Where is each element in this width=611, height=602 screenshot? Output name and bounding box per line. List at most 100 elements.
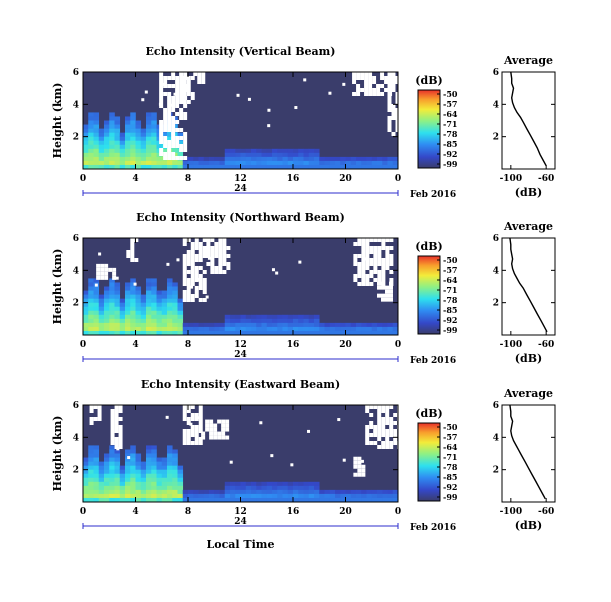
intensity-cell [240, 148, 247, 154]
intensity-cell [172, 485, 178, 491]
intensity-cell [203, 489, 210, 495]
missing-pixel [380, 92, 385, 96]
intensity-cell [83, 485, 89, 491]
intensity-cell [151, 140, 157, 146]
missing-pixel [167, 152, 172, 156]
intensity-cell [130, 445, 136, 450]
intensity-cell [272, 164, 278, 170]
intensity-cell [266, 493, 273, 499]
intensity-cell [119, 465, 126, 470]
intensity-cell [135, 128, 142, 133]
missing-pixel [369, 270, 374, 274]
intensity-cell [109, 160, 115, 166]
intensity-cell [104, 302, 110, 308]
intensity-cell [88, 120, 94, 125]
missing-pixel [167, 148, 172, 152]
intensity-cell [350, 326, 357, 332]
intensity-cell [245, 314, 252, 320]
intensity-cell [109, 322, 115, 328]
missing-pixel [194, 429, 199, 433]
x-axis-label: Local Time [207, 538, 275, 551]
missing-pixel [198, 429, 203, 433]
intensity-cell [114, 290, 121, 295]
intensity-cell [209, 493, 215, 499]
intensity-cell [272, 326, 278, 332]
intensity-cell [293, 481, 299, 487]
intensity-cell [371, 322, 378, 328]
missing-pixel [369, 274, 374, 278]
intensity-cell [98, 148, 105, 154]
intensity-cell [266, 148, 273, 154]
intensity-cell [272, 152, 278, 158]
intensity-cell [135, 473, 142, 479]
intensity-cell [93, 128, 100, 133]
missing-pixel [167, 116, 172, 120]
colorbar-tick-label: -64 [443, 442, 458, 452]
intensity-cell [303, 314, 310, 320]
missing-pixel [385, 409, 390, 413]
missing-pixel [171, 128, 176, 132]
missing-pixel [385, 437, 390, 441]
missing-pixel [365, 262, 370, 266]
intensity-cell [93, 132, 100, 137]
intensity-cell [83, 326, 89, 332]
intensity-cell [98, 469, 105, 475]
intensity-cell [146, 326, 152, 332]
missing-pixel [385, 429, 390, 433]
intensity-cell [235, 485, 241, 491]
missing-pixel [373, 278, 378, 282]
intensity-cell [125, 330, 131, 336]
intensity-cell [119, 306, 126, 312]
intensity-cell [209, 330, 215, 336]
average-frame [501, 237, 556, 336]
intensity-cell [177, 469, 184, 475]
intensity-cell [93, 116, 100, 121]
intensity-cell [203, 156, 210, 162]
intensity-cell [140, 489, 147, 495]
intensity-cell [135, 144, 142, 150]
intensity-cell [140, 148, 147, 154]
missing-pixel [352, 76, 357, 80]
intensity-cell [387, 497, 394, 503]
average-title: Average [503, 54, 553, 67]
intensity-cell [203, 493, 210, 499]
intensity-cell [293, 160, 299, 166]
intensity-cell [182, 164, 189, 170]
intensity-cell [329, 164, 336, 170]
missing-pixel [360, 76, 365, 80]
intensity-cell [104, 164, 110, 170]
missing-pixel [104, 275, 109, 280]
missing-pixel [368, 72, 373, 76]
missing-pixel [186, 441, 191, 445]
intensity-cell [188, 160, 194, 166]
intensity-cell [135, 489, 142, 495]
intensity-cell [167, 489, 173, 495]
intensity-cell [177, 322, 184, 328]
intensity-cell [272, 330, 278, 336]
missing-pixel [168, 103, 172, 107]
intensity-cell [151, 120, 157, 125]
intensity-cell [287, 485, 294, 491]
intensity-cell [156, 306, 163, 312]
missing-pixel [381, 297, 385, 302]
missing-pixel [110, 409, 115, 413]
missing-pixel [205, 423, 210, 428]
intensity-cell [172, 465, 178, 470]
intensity-cell [130, 481, 136, 487]
intensity-cell [293, 497, 299, 503]
intensity-cell [93, 306, 100, 312]
intensity-cell [335, 164, 341, 170]
missing-pixel [389, 405, 394, 409]
missing-pixel [194, 413, 199, 417]
intensity-cell [125, 164, 131, 170]
intensity-cell [308, 152, 315, 158]
intensity-cell [130, 144, 136, 150]
intensity-cell [329, 160, 336, 166]
missing-pixel [159, 104, 164, 108]
intensity-cell [98, 302, 105, 308]
missing-pixel [210, 238, 215, 242]
intensity-cell [214, 330, 220, 336]
intensity-cell [287, 322, 294, 328]
missing-pixel [190, 294, 195, 298]
